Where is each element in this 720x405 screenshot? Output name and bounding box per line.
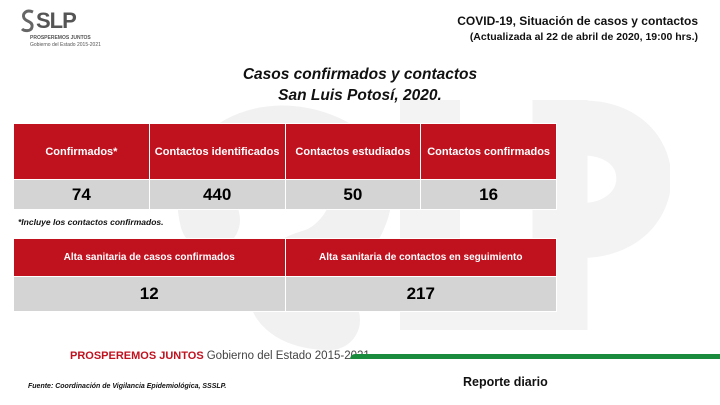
page-title-line-2: San Luis Potosí, 2020. (278, 87, 442, 104)
header-contacts-identified: Contactos identificados (148, 123, 286, 180)
header-contacts-studied: Contactos estudiados (284, 123, 422, 180)
slp-logo: SLP PROSPEREMOS JUNTOS Gobierno del Esta… (20, 8, 101, 48)
value-confirmed: 74 (13, 179, 150, 210)
discharges-table: Alta sanitaria de casos confirmados Alta… (13, 238, 557, 312)
value-contacts-studied: 50 (284, 179, 422, 210)
source-note: Fuente: Coordinación de Vigilancia Epide… (28, 383, 227, 390)
header-contacts-confirmed: Contactos confirmados (420, 123, 557, 180)
header-discharge-cases: Alta sanitaria de casos confirmados (13, 238, 286, 277)
value-contacts-confirmed: 16 (420, 179, 557, 210)
table-value-row: 12 217 (13, 276, 557, 312)
footer-motto-text: PROSPEREMOS JUNTOS (70, 350, 204, 362)
page-title: Casos confirmados y contactos San Luis P… (0, 64, 720, 106)
value-discharge-cases: 12 (13, 276, 286, 312)
footnote: *Incluye los contactos confirmados. (18, 217, 164, 227)
logo-tagline: PROSPEREMOS JUNTOS (30, 35, 91, 41)
value-contacts-identified: 440 (148, 179, 286, 210)
header-confirmed: Confirmados* (13, 123, 150, 180)
watermark-logo (177, 100, 670, 350)
logo-wordmark: SLP (36, 8, 77, 33)
slp-logo-mark-icon (20, 9, 34, 33)
page-title-line-1: Casos confirmados y contactos (242, 66, 478, 83)
logo-subtitle: Gobierno del Estado 2015-2021 (30, 42, 101, 48)
daily-report-label: Reporte diario (463, 375, 548, 389)
footer-motto: PROSPEREMOS JUNTOS Gobierno del Estado 2… (70, 350, 370, 362)
table-header-row: Confirmados* Contactos identificados Con… (13, 123, 557, 180)
cases-contacts-table: Confirmados* Contactos identificados Con… (13, 123, 557, 210)
footer-government: Gobierno del Estado 2015-2021 (206, 350, 370, 362)
header-discharge-contacts: Alta sanitaria de contactos en seguimien… (284, 238, 557, 277)
page-header-title: COVID-19, Situación de casos y contactos (457, 14, 698, 28)
table-value-row: 74 440 50 16 (13, 179, 557, 210)
page-header-subtitle: (Actualizada al 22 de abril de 2020, 19:… (469, 31, 698, 43)
table-header-row: Alta sanitaria de casos confirmados Alta… (13, 238, 557, 277)
value-discharge-contacts: 217 (284, 276, 557, 312)
footer-green-line (350, 354, 720, 359)
